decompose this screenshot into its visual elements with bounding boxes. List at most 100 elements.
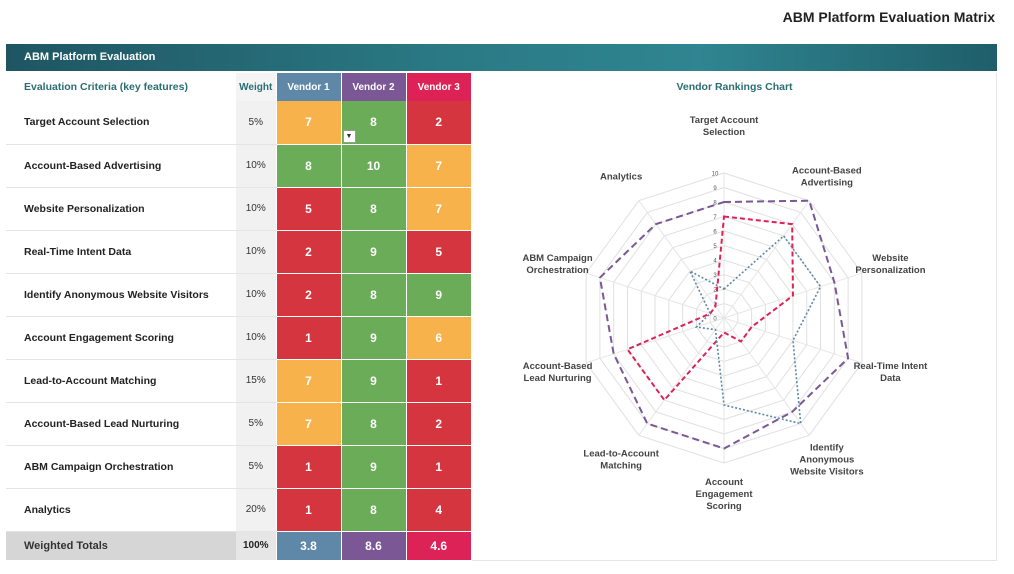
- score-value: 8: [370, 115, 377, 130]
- vendor-1-score[interactable]: 7: [275, 101, 341, 145]
- criterion-label[interactable]: Analytics: [6, 488, 236, 532]
- weight-cell[interactable]: 5%: [236, 101, 276, 145]
- vendor-3-header[interactable]: Vendor 3: [405, 73, 471, 101]
- score-value: 8: [370, 502, 377, 517]
- axis-label-line: Scoring: [706, 501, 742, 512]
- score-value: 7: [435, 158, 443, 173]
- axis-label-line: Identify: [810, 443, 844, 454]
- axis-label-line: Selection: [703, 127, 745, 138]
- vendor-1-score[interactable]: 7: [275, 402, 341, 446]
- vendor-1-score[interactable]: 2: [275, 273, 341, 317]
- vendor-2-score[interactable]: 8: [340, 273, 406, 317]
- vendor-2-score[interactable]: 9: [340, 230, 406, 274]
- score-value: 4: [435, 502, 443, 517]
- vendor-2-score[interactable]: 8: [340, 187, 406, 231]
- score-value: 8: [370, 416, 377, 431]
- vendor-1-total[interactable]: 3.8: [275, 531, 341, 560]
- tick-label: 3: [713, 273, 717, 279]
- axis-label-line: Orchestration: [526, 265, 588, 276]
- grid-spoke: [638, 317, 725, 436]
- series-2-line: [598, 199, 850, 450]
- vendor-2-score[interactable]: 8: [340, 488, 406, 532]
- vendor-3-score[interactable]: 7: [405, 144, 471, 188]
- grid-spoke: [585, 272, 725, 319]
- vendor-3-score[interactable]: 1: [405, 445, 471, 489]
- vendor-2-score[interactable]: 9: [340, 316, 406, 360]
- axis-label-line: Personalization: [855, 265, 925, 276]
- axis-label: ABM Campaign Orchestration: [522, 253, 592, 276]
- weight-cell[interactable]: 15%: [236, 359, 276, 403]
- vendor-3-score[interactable]: 6: [405, 316, 471, 360]
- tick-label: 9: [713, 186, 717, 192]
- criterion-label[interactable]: ABM Campaign Orchestration: [6, 445, 236, 489]
- axis-label-line: Advertising: [801, 177, 853, 188]
- grid-spoke: [723, 317, 810, 436]
- criterion-label[interactable]: Lead-to-Account Matching: [6, 359, 236, 403]
- vendor-2-total[interactable]: 8.6: [340, 531, 406, 560]
- score-value: 9: [435, 287, 443, 302]
- criterion-label[interactable]: Account-Based Lead Nurturing: [6, 402, 236, 446]
- vendor-1-score[interactable]: 1: [275, 316, 341, 360]
- vendor-1-score[interactable]: 7: [275, 359, 341, 403]
- totals-label: Weighted Totals: [6, 531, 236, 560]
- weight-cell[interactable]: 10%: [236, 230, 276, 274]
- vendor-1-score[interactable]: 1: [275, 445, 341, 489]
- weight-cell[interactable]: 10%: [236, 144, 276, 188]
- vendor-3-score[interactable]: 4: [405, 488, 471, 532]
- criterion-label[interactable]: Website Personalization: [6, 187, 236, 231]
- evaluation-matrix: Evaluation Criteria (key features) Weigh…: [6, 73, 471, 560]
- axis-label: Identify Anonymous Website Visitors: [790, 443, 864, 478]
- axis-label-line: Anonymous: [799, 455, 854, 466]
- criterion-label[interactable]: Real-Time Intent Data: [6, 230, 236, 274]
- axis-label: Analytics: [600, 171, 642, 182]
- vendor-3-score[interactable]: 5: [405, 230, 471, 274]
- score-value: 9: [370, 330, 377, 345]
- vendor-3-score[interactable]: 2: [405, 101, 471, 145]
- vendor-2-score[interactable]: 8 ▼: [340, 101, 406, 145]
- score-value: 1: [435, 373, 443, 388]
- weight-cell[interactable]: 5%: [236, 402, 276, 446]
- vendor-2-score[interactable]: 9: [340, 359, 406, 403]
- table-row: Analytics 20% 1 8 4: [6, 488, 471, 532]
- vendor-3-score[interactable]: 7: [405, 187, 471, 231]
- table-row: Account Engagement Scoring 10% 1 9 6: [6, 316, 471, 360]
- vendor-3-total[interactable]: 4.6: [405, 531, 471, 560]
- criteria-header: Evaluation Criteria (key features): [6, 73, 236, 101]
- vendor-1-header[interactable]: Vendor 1: [275, 73, 341, 101]
- vendor-2-score[interactable]: 8: [340, 402, 406, 446]
- vendor-3-score[interactable]: 1: [405, 359, 471, 403]
- weight-cell[interactable]: 10%: [236, 187, 276, 231]
- weight-cell[interactable]: 10%: [236, 273, 276, 317]
- vendor-1-score[interactable]: 8: [275, 144, 341, 188]
- criterion-label[interactable]: Target Account Selection: [6, 101, 236, 145]
- vendor-1-score[interactable]: 5: [275, 187, 341, 231]
- criterion-label[interactable]: Account-Based Advertising: [6, 144, 236, 188]
- vendor-2-score[interactable]: 9: [340, 445, 406, 489]
- vendor-2-score[interactable]: 10: [340, 144, 406, 188]
- tick-label: 6: [713, 230, 717, 236]
- vendor-3-score[interactable]: 9: [405, 273, 471, 317]
- weight-cell[interactable]: 5%: [236, 445, 276, 489]
- score-value: 9: [370, 373, 377, 388]
- dropdown-arrow-icon[interactable]: ▼: [342, 129, 356, 143]
- vendor-3-score[interactable]: 2: [405, 402, 471, 446]
- score-value: 2: [305, 244, 312, 259]
- score-value: 7: [435, 201, 443, 216]
- score-value: 9: [370, 244, 377, 259]
- criterion-label[interactable]: Identify Anonymous Website Visitors: [6, 273, 236, 317]
- table-row: Identify Anonymous Website Visitors 10% 2 8…: [6, 273, 471, 317]
- vendor-1-score[interactable]: 2: [275, 230, 341, 274]
- tick-label: 10: [712, 172, 719, 178]
- grid-spoke: [638, 200, 725, 319]
- weight-cell[interactable]: 20%: [236, 488, 276, 532]
- table-row: Real-Time Intent Data 10% 2 9 5: [6, 230, 471, 274]
- axis-label-line: Analytics: [600, 171, 642, 182]
- criterion-label[interactable]: Account Engagement Scoring: [6, 316, 236, 360]
- score-value: 1: [435, 459, 443, 474]
- vendor-1-score[interactable]: 1: [275, 488, 341, 532]
- axis-label-line: Website: [872, 253, 908, 264]
- weight-cell[interactable]: 10%: [236, 316, 276, 360]
- score-value: 1: [305, 459, 312, 474]
- vendor-2-header[interactable]: Vendor 2: [340, 73, 406, 101]
- axis-label-line: Account-Based: [523, 361, 593, 372]
